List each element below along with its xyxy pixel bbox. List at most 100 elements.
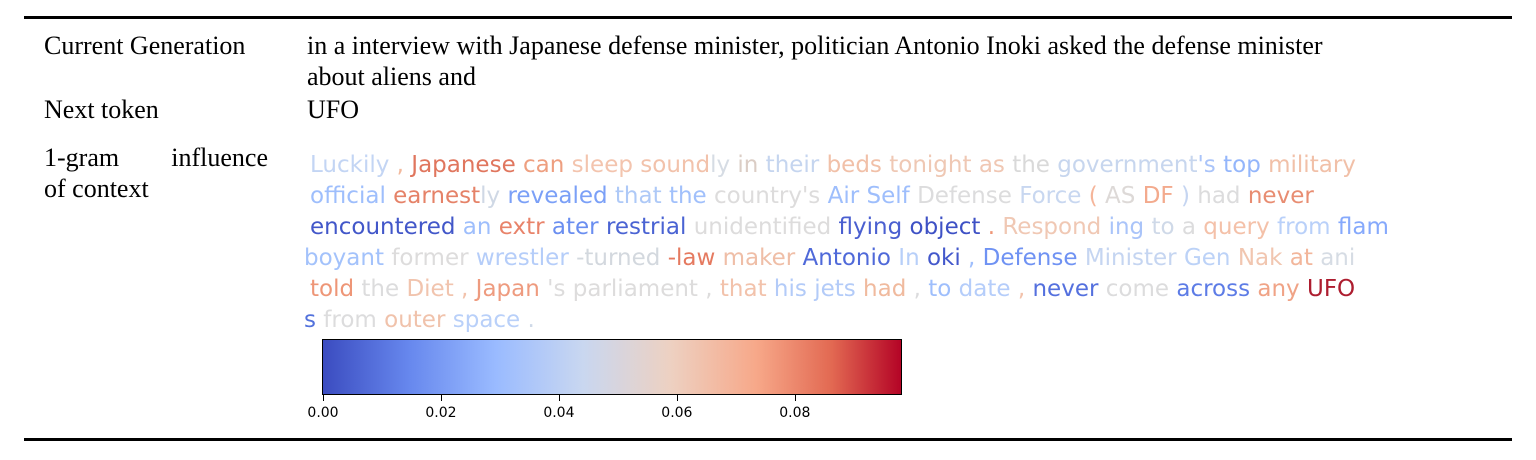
- context-token: can: [515, 152, 572, 178]
- context-token: ly: [710, 152, 738, 178]
- context-token: ,: [913, 276, 929, 302]
- context-token: ing: [1108, 214, 1152, 240]
- context-token: at: [1289, 245, 1321, 271]
- context-token: ): [1180, 183, 1198, 209]
- context-token: AS: [1105, 183, 1143, 209]
- context-token: from: [1277, 214, 1338, 240]
- context-token: extr: [498, 214, 552, 240]
- context-token: in: [737, 152, 766, 178]
- influence-label-line-2: of context: [44, 174, 149, 203]
- context-token: an: [462, 214, 499, 240]
- context-token: 's: [547, 276, 573, 302]
- context-token: maker: [722, 245, 803, 271]
- context-token: Air: [827, 183, 867, 209]
- influence-label-word-2: influence: [171, 143, 268, 172]
- context-token: ,: [705, 276, 720, 302]
- context-token: jets: [814, 276, 864, 302]
- context-token: ,: [1017, 276, 1033, 302]
- token-line: boyant former wrestler -turned -law make…: [304, 243, 1500, 274]
- context-token: ant: [346, 245, 392, 271]
- context-token: top: [1223, 152, 1269, 178]
- colorbar-tick: [323, 395, 324, 401]
- context-token: unidentified: [693, 214, 839, 240]
- context-token: earnest: [393, 183, 481, 209]
- colorbar-tick: [794, 395, 796, 401]
- context-token: never: [1247, 183, 1314, 209]
- colorbar-tick-label: 0.02: [425, 405, 457, 421]
- current-generation-value: in a interview with Japanese defense min…: [307, 30, 1497, 92]
- context-token: that: [614, 183, 669, 209]
- context-token: 's: [801, 183, 828, 209]
- context-token: across: [1176, 276, 1258, 302]
- context-token: Force: [1019, 183, 1089, 209]
- influence-label: 1-gram influence of context: [44, 142, 268, 204]
- context-token: tonight: [889, 152, 979, 178]
- context-token: ater: [551, 214, 606, 240]
- context-token: Nak: [1237, 245, 1290, 271]
- context-token: Luckily: [310, 152, 390, 178]
- context-token: had: [863, 276, 914, 302]
- context-token: space: [452, 307, 528, 333]
- context-token: In: [898, 245, 927, 271]
- context-token: Defense: [917, 183, 1020, 209]
- context-token: Minister: [1084, 245, 1184, 271]
- context-token: to: [1151, 214, 1182, 240]
- context-token: military: [1268, 152, 1356, 178]
- context-token: outer: [384, 307, 453, 333]
- token-line: official earnestly revealed that the cou…: [310, 181, 1500, 212]
- context-token: boy: [304, 245, 347, 271]
- current-generation-line-2: about aliens and: [307, 62, 476, 91]
- bottom-rule: [24, 438, 1512, 441]
- context-token: (: [1088, 183, 1106, 209]
- context-token: his: [773, 276, 815, 302]
- context-token: that: [719, 276, 774, 302]
- context-token: Antonio: [802, 245, 899, 271]
- context-token: Defense: [982, 245, 1085, 271]
- context-token: ,: [389, 152, 412, 178]
- context-token: sleep: [571, 152, 641, 178]
- colorbar-gradient: [322, 339, 902, 395]
- current-generation-label: Current Generation: [44, 31, 246, 60]
- context-token: flam: [1337, 214, 1389, 240]
- context-token: .: [527, 307, 535, 333]
- context-token: object: [909, 214, 981, 240]
- context-token: flying: [838, 214, 910, 240]
- context-token: official: [310, 183, 394, 209]
- context-token: ly: [480, 183, 508, 209]
- colorbar-tick-label: 0.08: [779, 405, 811, 421]
- context-token: oki: [926, 245, 969, 271]
- token-line: Luckily , Japanese can sleep soundly in …: [310, 150, 1500, 181]
- context-token: query: [1203, 214, 1278, 240]
- context-token: wrestler: [475, 245, 577, 271]
- context-token: restrial: [605, 214, 694, 240]
- token-line: encountered an extr ater restrial uniden…: [310, 212, 1500, 243]
- influence-label-line-1: 1-gram influence: [44, 142, 268, 173]
- next-token-label: Next token: [44, 95, 159, 124]
- context-token: Self: [866, 183, 918, 209]
- context-token: beds: [826, 152, 890, 178]
- context-token: 's: [1197, 152, 1224, 178]
- context-token: date: [958, 276, 1018, 302]
- context-token: former: [391, 245, 476, 271]
- colorbar-tick-label: 0.06: [661, 405, 693, 421]
- context-token: s: [304, 307, 324, 333]
- context-token: -law: [667, 245, 723, 271]
- context-token: as: [978, 152, 1013, 178]
- context-token: Diet: [406, 276, 462, 302]
- next-token-value: UFO: [307, 95, 360, 124]
- context-token: ,: [968, 245, 983, 271]
- context-token: a: [1181, 214, 1204, 240]
- context-token: come: [1105, 276, 1177, 302]
- context-token: ,: [461, 276, 476, 302]
- context-token: DF: [1142, 183, 1181, 209]
- colorbar-tick: [440, 395, 442, 401]
- context-token: any: [1257, 276, 1307, 302]
- context-token: from: [323, 307, 385, 333]
- context-token: Gen: [1183, 245, 1238, 271]
- context-token: Japanese: [411, 152, 516, 178]
- influence-label-word-1: 1-gram: [44, 143, 120, 172]
- context-token: .: [980, 214, 1003, 240]
- context-token: told: [310, 276, 362, 302]
- context-token: never: [1032, 276, 1106, 302]
- context-token: parliament: [572, 276, 706, 302]
